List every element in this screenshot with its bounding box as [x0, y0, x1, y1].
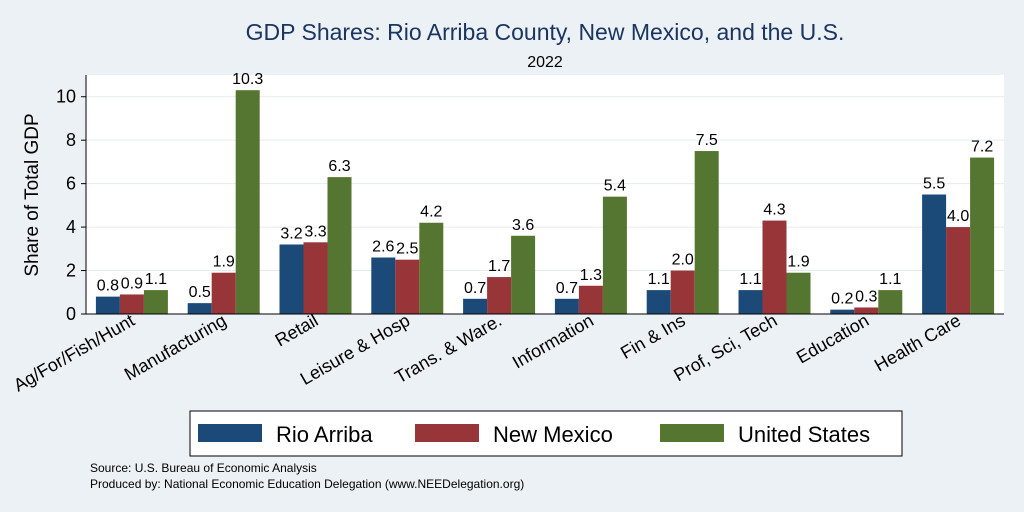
bar-value-label: 3.6 — [512, 217, 534, 234]
bar-united-states-education — [878, 290, 903, 314]
bar-rio-arriba-trans-ware — [463, 298, 488, 314]
bar-rio-arriba-health-care — [922, 194, 947, 314]
bar-value-label: 10.3 — [232, 71, 263, 88]
bar-new-mexico-information — [578, 285, 603, 314]
bar-new-mexico-leisure-hosp — [395, 259, 420, 314]
bar-new-mexico-retail — [303, 242, 328, 314]
bar-rio-arriba-education — [830, 309, 855, 314]
bar-rio-arriba-leisure-hosp — [371, 257, 396, 314]
bar-value-label: 1.1 — [739, 271, 761, 288]
bar-new-mexico-trans-ware — [487, 277, 512, 314]
bar-united-states-health-care — [970, 157, 995, 314]
legend-swatch-rio-arriba — [198, 424, 262, 442]
bar-value-label: 1.3 — [580, 267, 602, 284]
bar-value-label: 2.6 — [372, 239, 394, 256]
bar-united-states-trans-ware — [511, 235, 536, 314]
bar-rio-arriba-fin-ins — [646, 290, 671, 314]
legend-items: Rio Arriba New Mexico United States — [198, 422, 870, 447]
bar-new-mexico-prof-sci-tech — [762, 220, 787, 314]
bar-rio-arriba-manufacturing — [187, 303, 212, 314]
bar-value-label: 1.7 — [488, 258, 510, 275]
produced-by-note: Produced by: National Economic Education… — [90, 477, 524, 491]
bar-new-mexico-health-care — [946, 227, 971, 314]
bar-value-label: 4.3 — [763, 202, 785, 219]
bar-value-label: 3.2 — [280, 225, 302, 242]
legend: Rio Arriba New Mexico United States — [189, 410, 903, 457]
bar-united-states-fin-ins — [694, 151, 719, 314]
bar-value-label: 2.0 — [672, 252, 694, 269]
bar-value-label: 5.5 — [923, 176, 945, 193]
bar-value-label: 1.1 — [879, 271, 901, 288]
y-tick-label: 6 — [66, 174, 76, 194]
y-axis-ticks: 0 2 4 6 8 10 — [56, 87, 86, 324]
legend-label-new-mexico: New Mexico — [493, 422, 613, 447]
legend-swatch-united-states — [660, 424, 724, 442]
y-tick-label: 0 — [66, 304, 76, 324]
bars — [95, 90, 995, 314]
bar-value-label: 0.2 — [831, 291, 853, 308]
bar-new-mexico-ag-for-fish-hunt — [119, 294, 144, 314]
bar-value-label: 0.9 — [121, 275, 143, 292]
bar-united-states-information — [602, 196, 627, 314]
bar-united-states-manufacturing — [235, 90, 260, 314]
chart-title: GDP Shares: Rio Arriba County, New Mexic… — [246, 19, 845, 45]
bar-rio-arriba-retail — [279, 244, 304, 314]
legend-swatch-new-mexico — [415, 424, 479, 442]
legend-box — [189, 410, 903, 457]
y-tick-label: 4 — [66, 217, 76, 237]
bar-united-states-ag-for-fish-hunt — [143, 290, 168, 314]
bar-value-label: 4.2 — [420, 204, 442, 221]
bar-value-label: 1.1 — [145, 271, 167, 288]
bar-value-label: 0.7 — [556, 280, 578, 297]
bar-value-label: 7.2 — [971, 139, 993, 156]
bar-united-states-prof-sci-tech — [786, 272, 811, 314]
bar-new-mexico-manufacturing — [211, 272, 236, 314]
bar-united-states-leisure-hosp — [419, 222, 444, 314]
bar-value-label: 1.9 — [787, 254, 809, 271]
bar-value-label: 0.3 — [855, 288, 877, 305]
bar-value-label: 6.3 — [328, 158, 350, 175]
bar-new-mexico-education — [854, 307, 879, 314]
bar-value-label: 0.8 — [97, 278, 119, 295]
bar-labels: 0.8 0.9 1.10.51.910.33.2 3.36.32.6 2.54.20.7… — [97, 71, 994, 307]
bar-value-label: 7.5 — [696, 132, 718, 149]
y-axis-label: Share of Total GDP — [22, 113, 43, 276]
bar-value-label: 3.3 — [304, 223, 326, 240]
chart-subtitle: 2022 — [527, 54, 563, 71]
bar-value-label: 0.5 — [189, 284, 211, 301]
bar-rio-arriba-ag-for-fish-hunt — [95, 296, 120, 314]
bar-new-mexico-fin-ins — [670, 270, 695, 314]
legend-label-united-states: United States — [738, 422, 870, 447]
legend-label-rio-arriba: Rio Arriba — [276, 422, 373, 447]
y-tick-label: 8 — [66, 130, 76, 150]
y-tick-label: 2 — [66, 261, 76, 281]
bar-united-states-retail — [327, 177, 352, 314]
bar-rio-arriba-information — [554, 298, 579, 314]
bar-value-label: 0.7 — [464, 280, 486, 297]
y-tick-label: 10 — [56, 87, 76, 107]
bar-rio-arriba-prof-sci-tech — [738, 290, 763, 314]
bar-value-label: 1.9 — [213, 254, 235, 271]
bar-value-label: 4.0 — [947, 208, 969, 225]
bar-value-label: 1.1 — [648, 271, 670, 288]
source-note: Source: U.S. Bureau of Economic Analysis — [90, 461, 317, 475]
bar-value-label: 2.5 — [396, 241, 418, 258]
bar-value-label: 5.4 — [604, 178, 626, 195]
